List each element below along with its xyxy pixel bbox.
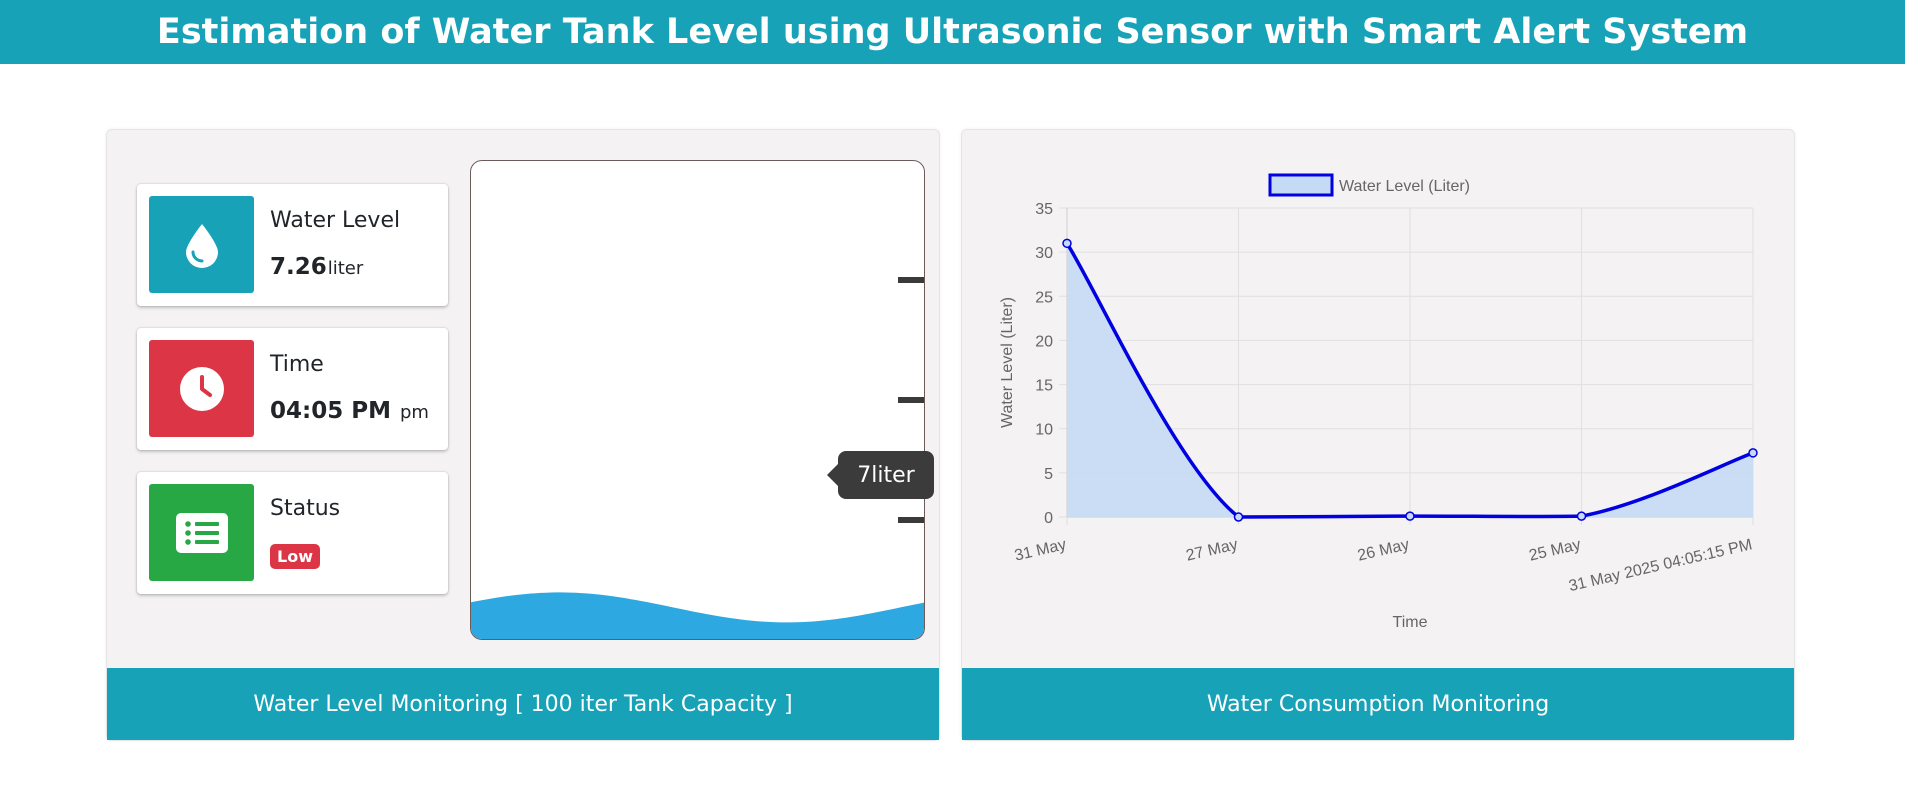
x-tick-label: 31 May xyxy=(1013,536,1068,564)
y-tick-label: 5 xyxy=(1044,466,1053,483)
data-point[interactable] xyxy=(1405,511,1415,521)
status-box: Status Low xyxy=(137,472,448,594)
time-unit: pm xyxy=(399,402,429,423)
y-tick-label: 0 xyxy=(1044,510,1053,527)
header-bar: Estimation of Water Tank Level using Ult… xyxy=(0,0,1905,64)
clock-icon xyxy=(149,340,254,437)
tank-water-fill xyxy=(471,592,924,639)
legend-label: Water Level (Liter) xyxy=(1339,178,1470,195)
status-label: Status xyxy=(270,496,341,521)
consumption-chart[interactable]: Water Level (Liter) 0 5 10 15 20 25 30 35 31 May 2… xyxy=(962,130,1796,670)
water-level-footer: Water Level Monitoring [ 100 iter Tank C… xyxy=(107,668,939,740)
consumption-footer: Water Consumption Monitoring xyxy=(962,668,1794,740)
y-tick-label: 10 xyxy=(1035,422,1053,439)
y-tick-label: 20 xyxy=(1035,333,1053,350)
data-point[interactable] xyxy=(1748,448,1758,458)
water-drop-icon xyxy=(149,196,254,293)
page-title: Estimation of Water Tank Level using Ult… xyxy=(156,12,1749,52)
water-level-box: Water Level 7.26liter xyxy=(137,184,448,306)
time-value: 04:05 PM pm xyxy=(270,398,429,424)
x-tick-label: 31 May 2025 04:05:15 PM xyxy=(1567,536,1754,595)
x-tick-label: 25 May xyxy=(1527,536,1582,564)
water-level-value: 7.26liter xyxy=(270,254,364,280)
tank-mark-50 xyxy=(898,397,924,403)
tank-water-wave xyxy=(471,592,924,639)
time-label: Time xyxy=(270,352,324,377)
x-tick-label: 27 May xyxy=(1184,536,1239,564)
tank-level-tooltip: 7liter xyxy=(827,451,934,499)
series-line xyxy=(1065,242,1754,519)
chart-legend[interactable]: Water Level (Liter) xyxy=(1268,173,1470,197)
data-point[interactable] xyxy=(1062,238,1072,249)
list-icon xyxy=(149,484,254,581)
y-axis-title: Water Level (Liter) xyxy=(999,297,1016,428)
tank-mark-75 xyxy=(898,277,924,283)
status-badge: Low xyxy=(270,544,320,569)
water-level-unit: liter xyxy=(327,258,364,279)
y-tick-label: 15 xyxy=(1035,378,1053,395)
water-tank xyxy=(470,160,925,640)
consumption-panel: Water Level (Liter) 0 5 10 15 20 25 30 35 31 May 2… xyxy=(961,129,1795,741)
y-tick-label: 35 xyxy=(1035,201,1053,218)
series-area xyxy=(1067,243,1753,518)
water-level-panel: Water Level 7.26liter Time 04:05 PM pm S… xyxy=(106,129,940,741)
data-point[interactable] xyxy=(1576,511,1587,521)
time-box: Time 04:05 PM pm xyxy=(137,328,448,450)
tank-mark-25 xyxy=(898,517,924,523)
y-tick-label: 30 xyxy=(1035,245,1053,262)
y-tick-label: 25 xyxy=(1035,289,1053,306)
water-level-label: Water Level xyxy=(270,208,401,233)
x-tick-label: 26 May xyxy=(1356,536,1411,564)
legend-swatch xyxy=(1268,173,1334,197)
x-axis-title: Time xyxy=(1393,614,1428,631)
data-point[interactable] xyxy=(1233,512,1244,522)
